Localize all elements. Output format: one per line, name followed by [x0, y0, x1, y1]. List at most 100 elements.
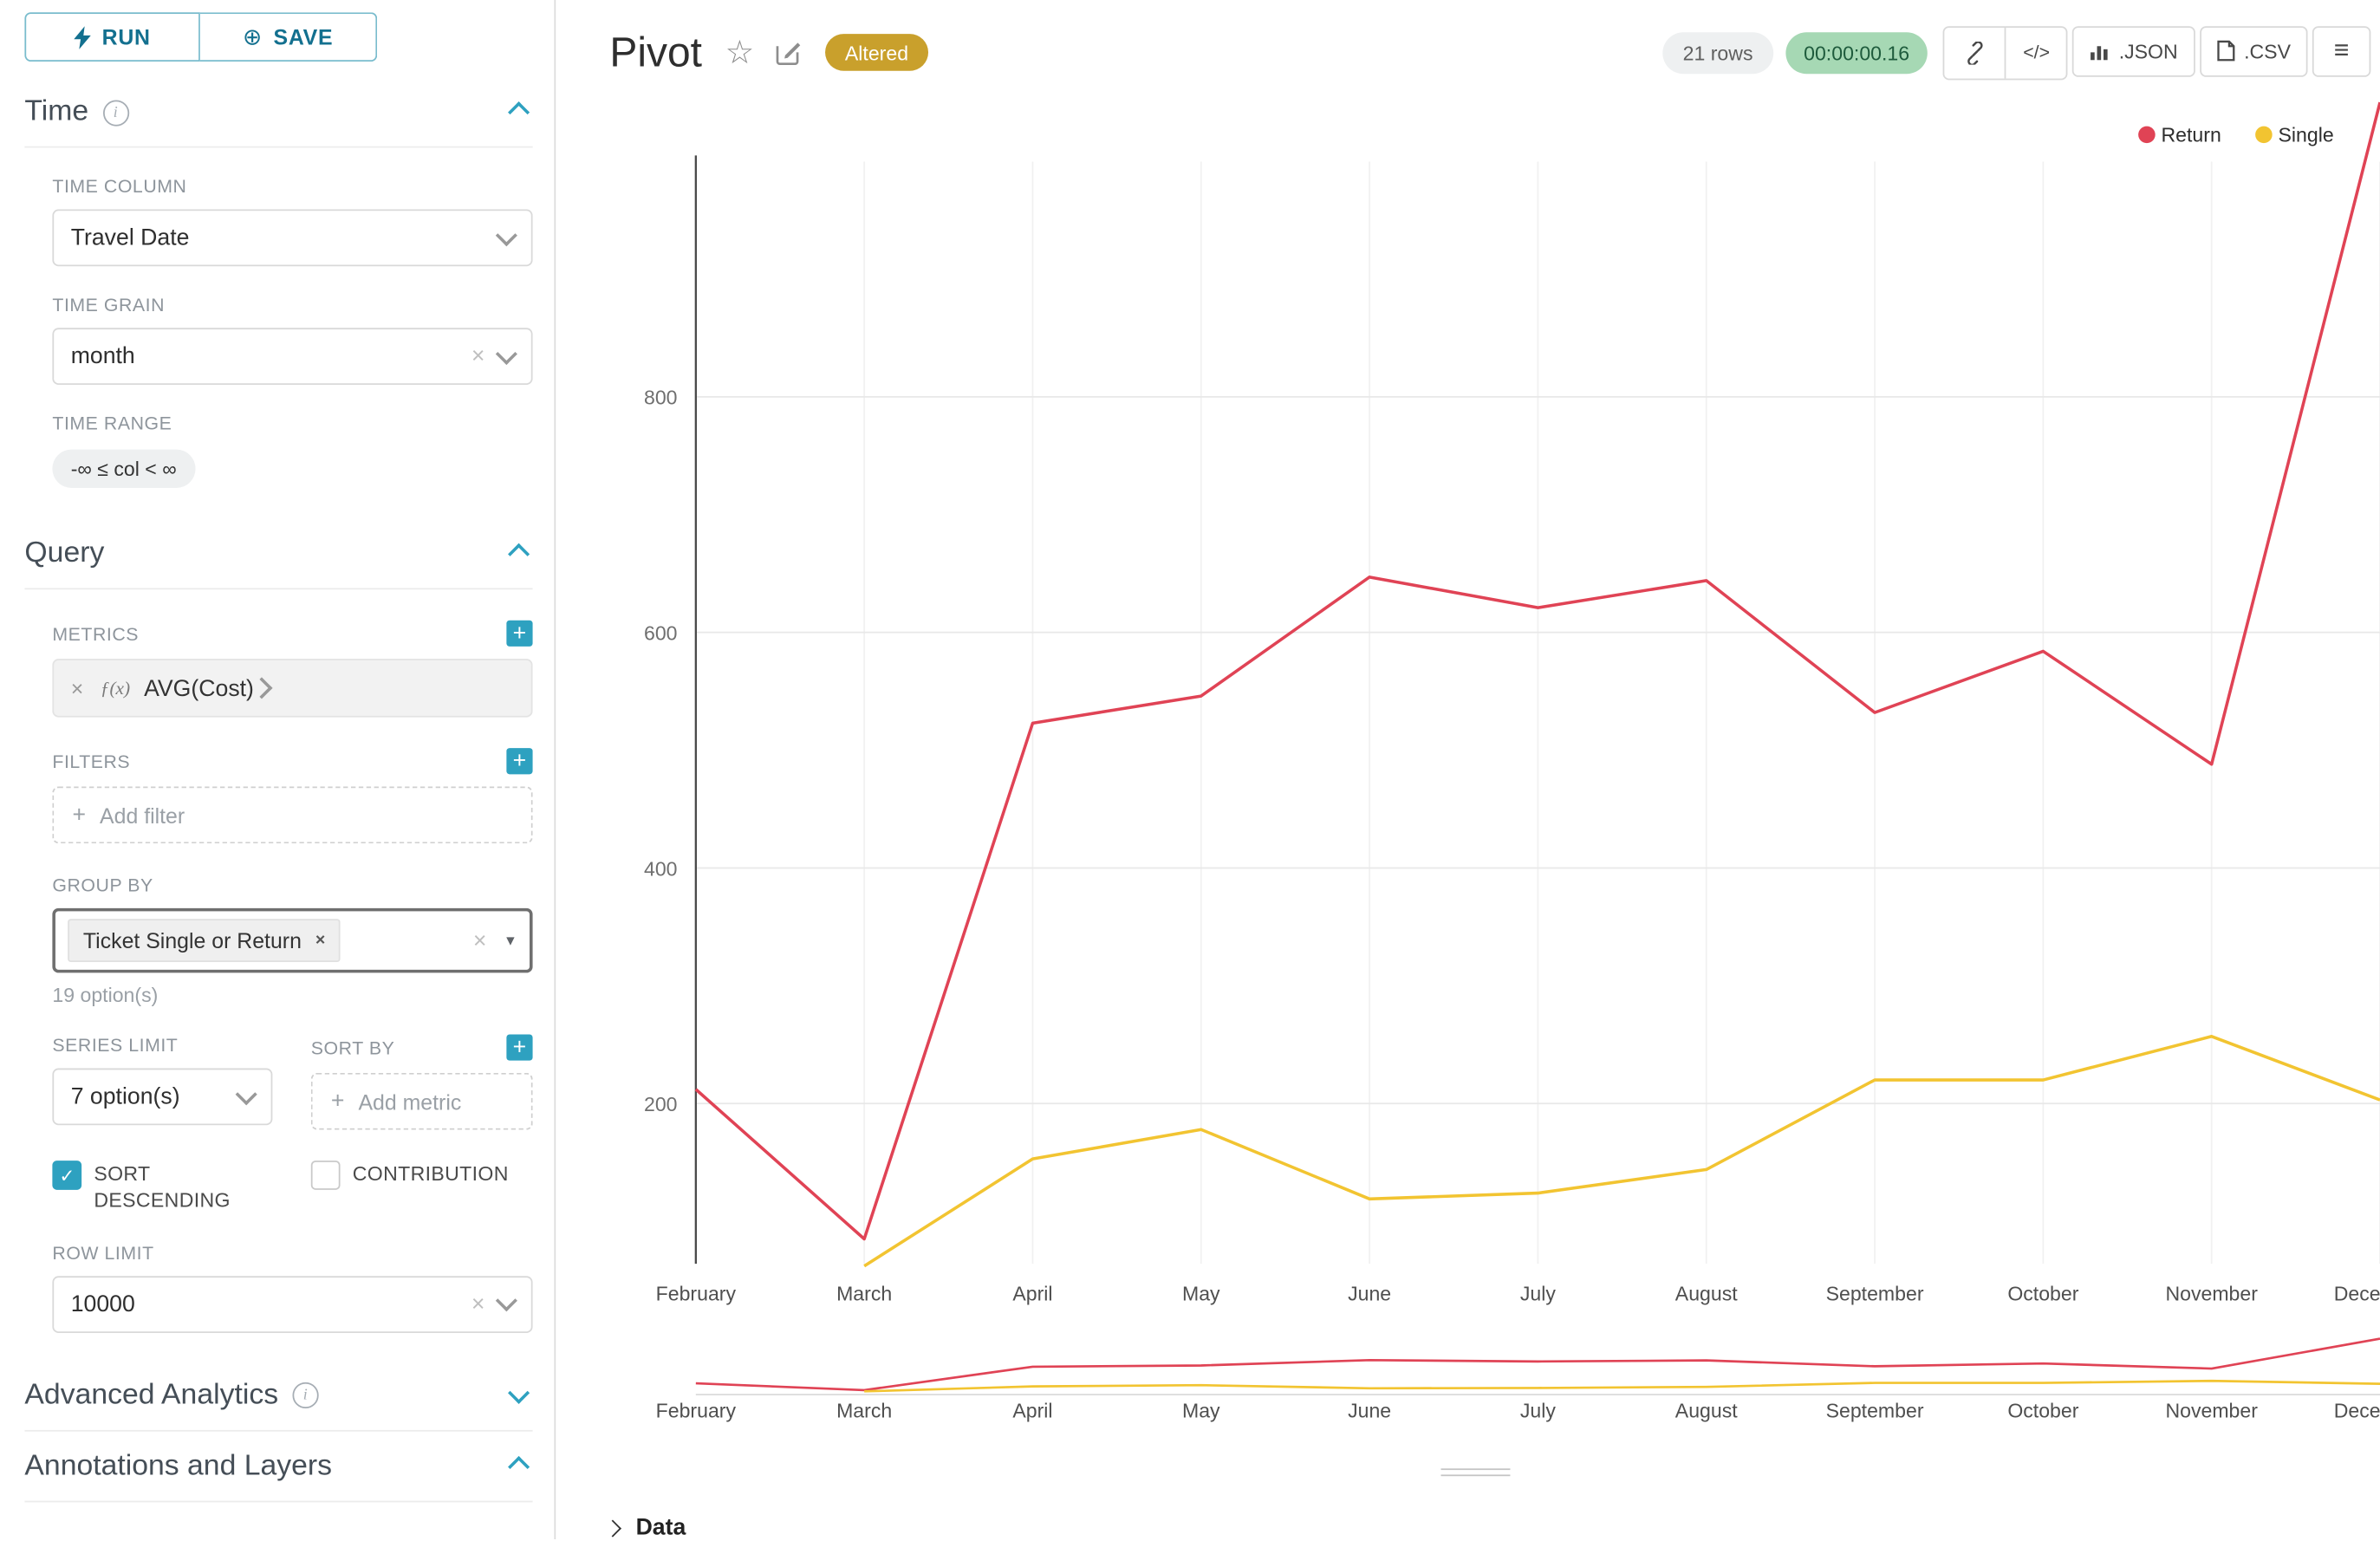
time-column-select[interactable]: Travel Date [52, 209, 533, 267]
clear-icon[interactable]: × [472, 927, 487, 954]
main-chart[interactable]: 200 400 600 800 February March April May June Jul… [569, 85, 2380, 1317]
group-by-options-hint: 19 option(s) [52, 983, 159, 1007]
save-button[interactable]: ⊕ SAVE [199, 12, 378, 62]
legend-label: Return [2161, 123, 2221, 146]
legend-item[interactable]: Single [2254, 123, 2334, 146]
mini-x-axis-label: September [1826, 1400, 1924, 1422]
run-button[interactable]: RUN [24, 12, 200, 62]
series-limit-value: 7 option(s) [70, 1083, 180, 1110]
y-axis-tick: 200 [644, 1093, 678, 1115]
mini-series-line-return [695, 1337, 2380, 1392]
annotations-section-header[interactable]: Annotations and Layers [24, 1449, 533, 1502]
time-grain-label: TIME GRAIN [52, 294, 166, 316]
row-limit-label: ROW LIMIT [52, 1241, 154, 1264]
altered-badge[interactable]: Altered [824, 34, 929, 71]
x-axis-label: December [2334, 1283, 2380, 1305]
metric-chip[interactable]: × ƒ(x) AVG(Cost) [52, 659, 533, 718]
export-json-label: .JSON [2118, 39, 2178, 62]
run-button-label: RUN [101, 24, 151, 49]
add-sort-metric-button[interactable]: + [506, 1034, 533, 1061]
advanced-analytics-section-header[interactable]: Advanced Analytics i [24, 1378, 533, 1432]
chevron-up-icon [508, 543, 530, 565]
add-metric-placeholder: Add metric [358, 1089, 462, 1114]
sort-by-label: SORT BY [310, 1037, 395, 1058]
mini-chart-brush[interactable]: February March April May June July August Septe… [569, 1323, 2380, 1434]
mini-x-axis-label: December [2334, 1400, 2380, 1422]
chevron-right-icon [250, 677, 273, 699]
add-filter-placeholder: Add filter [100, 803, 185, 828]
run-save-button-group: RUN ⊕ SAVE [24, 12, 554, 62]
mini-x-axis-label: November [2165, 1400, 2258, 1422]
y-axis-tick: 400 [644, 857, 678, 880]
annotations-title: Annotations and Layers [24, 1449, 333, 1482]
row-limit-select[interactable]: 10000 × [52, 1275, 533, 1333]
advanced-analytics-title: Advanced Analytics [24, 1378, 279, 1412]
query-timer-badge: 00:00:00.16 [1785, 31, 1928, 74]
fx-icon: ƒ(x) [100, 676, 131, 699]
time-column-value: Travel Date [70, 224, 190, 251]
series-line-return[interactable] [694, 101, 2380, 1241]
query-section-title: Query [24, 536, 105, 570]
clear-icon[interactable]: × [471, 1291, 485, 1317]
save-icon: ⊕ [243, 24, 263, 51]
export-csv-button[interactable]: .CSV [2199, 25, 2308, 76]
sort-descending-checkbox[interactable]: ✓ [52, 1161, 82, 1190]
group-by-tag-label: Ticket Single or Return [82, 927, 302, 953]
clear-icon[interactable]: × [471, 343, 485, 370]
group-by-tag[interactable]: Ticket Single or Return × [68, 919, 341, 962]
query-section-body: METRICS + × ƒ(x) AVG(Cost) FILTERS + + A… [52, 621, 533, 1333]
contribution-option: CONTRIBUTION [310, 1161, 509, 1214]
x-axis-label: June [1348, 1283, 1391, 1305]
chevron-up-icon [508, 1455, 530, 1478]
data-panel-toggle[interactable]: Data [603, 1515, 686, 1541]
x-axis-label: September [1826, 1283, 1924, 1305]
chart-menu-button[interactable]: ≡ [2312, 25, 2371, 76]
mini-x-axis-label: February [656, 1400, 737, 1422]
group-by-select[interactable]: Ticket Single or Return × × ▼ [52, 907, 533, 973]
row-count-badge: 21 rows [1662, 31, 1773, 74]
chevron-down-icon [495, 342, 517, 365]
series-line-single[interactable] [863, 1035, 2380, 1268]
add-filter-button[interactable]: + [506, 748, 533, 775]
row-limit-value: 10000 [70, 1291, 135, 1317]
time-section-title: Time [24, 95, 89, 128]
metrics-label: METRICS [52, 622, 140, 645]
add-sort-metric-dropzone[interactable]: + Add metric [310, 1072, 533, 1130]
add-filter-dropzone[interactable]: + Add filter [52, 786, 533, 844]
x-axis-label: April [1012, 1283, 1052, 1305]
embed-code-button[interactable]: </> [2005, 27, 2066, 78]
query-section-header[interactable]: Query [24, 536, 533, 590]
chevron-down-icon [495, 1290, 517, 1312]
share-link-button[interactable] [1945, 27, 2005, 78]
contribution-checkbox[interactable] [310, 1161, 341, 1190]
time-section-header[interactable]: Time i [24, 95, 533, 148]
legend-dot [2254, 126, 2273, 144]
page-title: Pivot [609, 28, 703, 75]
x-axis-label: July [1520, 1283, 1557, 1305]
time-section-body: TIME COLUMN Travel Date TIME GRAIN month… [52, 175, 533, 488]
time-grain-select[interactable]: month × [52, 328, 533, 385]
chevron-down-icon [235, 1083, 257, 1105]
save-button-label: SAVE [273, 24, 334, 49]
pencil-square-icon [776, 42, 801, 66]
chevron-right-icon [603, 1518, 621, 1537]
edit-properties-icon[interactable] [774, 38, 802, 66]
export-json-button[interactable]: .JSON [2072, 25, 2195, 76]
group-by-label: GROUP BY [52, 874, 153, 896]
metric-chip-label: AVG(Cost) [144, 674, 254, 701]
add-metric-button[interactable]: + [506, 621, 533, 647]
remove-metric-icon[interactable]: × [70, 675, 84, 701]
remove-tag-icon[interactable]: × [315, 931, 326, 950]
legend-item[interactable]: Return [2137, 123, 2221, 146]
export-csv-label: .CSV [2244, 39, 2291, 62]
x-axis-label: October [2007, 1283, 2078, 1305]
mini-x-axis-label: June [1348, 1400, 1391, 1422]
panel-resize-handle[interactable] [1440, 1468, 1511, 1480]
mini-x-axis-label: July [1520, 1400, 1557, 1422]
series-limit-select[interactable]: 7 option(s) [52, 1068, 273, 1126]
time-range-pill[interactable]: -∞ ≤ col < ∞ [52, 449, 195, 488]
x-axis-label: February [656, 1283, 737, 1305]
favorite-star-icon[interactable]: ☆ [725, 34, 755, 70]
plus-icon: + [72, 802, 87, 829]
